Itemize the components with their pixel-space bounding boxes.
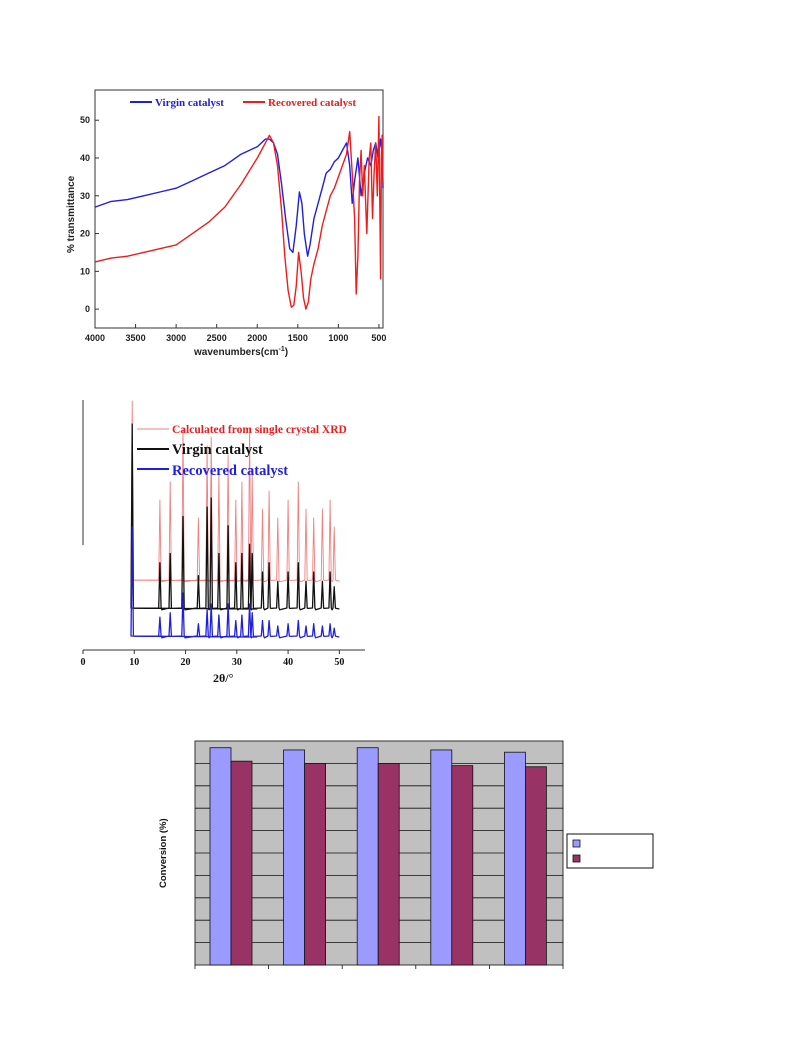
bar-series-1-bar-0	[230, 760, 253, 966]
ir-y-tick-label: 0	[85, 304, 90, 314]
ir-x-axis-label: wavenumbers(cm-1)	[193, 346, 288, 358]
ir-y-tick-label: 30	[80, 191, 90, 201]
ir-plot-frame	[94, 89, 384, 329]
ir-spectrum-chart: 4000 3500 3000 2500 2000 1500 1000 500 0 10 20 30 40…	[66, 89, 386, 358]
xrd-x-tick-label: 10	[129, 657, 139, 668]
ir-series-line-1	[94, 115, 384, 310]
xrd-series-line-0	[130, 400, 340, 583]
bar-legend-box	[566, 833, 654, 869]
ir-spectrum-panel: 4000 3500 3000 2500 2000 1500 1000 500 0 10 20 30 40…	[60, 85, 390, 365]
bar-series-0-bar-4	[503, 751, 526, 966]
ir-legend-label-recovered: Recovered catalyst	[268, 97, 356, 109]
ir-x-tick-label: 1000	[328, 333, 348, 343]
xrd-x-tick-label: 0	[81, 657, 86, 668]
bar-series-1-bar-2	[377, 763, 400, 966]
xrd-legend-label-calculated: Calculated from single crystal XRD	[172, 424, 347, 436]
xrd-x-tick-label: 40	[283, 657, 293, 668]
xrd-series-line-2	[130, 526, 340, 639]
ir-x-axis-label-close: )	[285, 347, 288, 358]
ir-x-tick-label: 2000	[247, 333, 267, 343]
ir-legend-label-virgin: Virgin catalyst	[155, 97, 224, 109]
bar-y-axis-label: Conversion (%)	[158, 818, 169, 888]
ir-x-tick-label: 500	[371, 333, 386, 343]
ir-x-tick-label: 4000	[85, 333, 105, 343]
ir-x-tick-label: 3500	[126, 333, 146, 343]
bar-legend-swatch-a	[572, 839, 581, 848]
bar-series-0-bar-3	[430, 749, 453, 966]
ir-x-axis-label-main: wavenumbers(cm	[193, 347, 279, 358]
xrd-panel: 0 10 20 30 40 50 Calculated from single cryst…	[75, 395, 375, 690]
xrd-series-line-1	[130, 423, 340, 611]
ir-x-tick-label: 2500	[207, 333, 227, 343]
xrd-x-tick-label: 20	[181, 657, 191, 668]
ir-y-tick-label: 10	[80, 266, 90, 276]
xrd-pattern-chart: 0 10 20 30 40 50 Calculated from single cryst…	[81, 400, 365, 685]
ir-x-axis-label-sup: -1	[278, 346, 284, 353]
bar-legend-swatch-b	[572, 854, 581, 863]
xrd-legend-label-recovered: Recovered catalyst	[172, 463, 288, 479]
bar-series-0-bar-0	[209, 747, 232, 966]
bar-series-0-bar-1	[283, 749, 306, 966]
ir-x-tick-label: 1500	[288, 333, 308, 343]
ir-x-tick-label: 3000	[166, 333, 186, 343]
ir-y-tick-label: 40	[80, 153, 90, 163]
conversion-bar-chart: Conversion (%)	[158, 740, 654, 969]
xrd-x-tick-label: 50	[334, 657, 344, 668]
xrd-legend-label-virgin: Virgin catalyst	[172, 442, 263, 458]
xrd-x-axis-label: 2θ/°	[213, 671, 234, 685]
bar-legend	[566, 833, 654, 869]
conversion-panel: Conversion (%)	[150, 730, 670, 980]
bar-series-1-bar-4	[524, 766, 547, 966]
ir-series-line-0	[94, 138, 384, 257]
ir-y-tick-label: 20	[80, 229, 90, 239]
bar-series-0-bar-2	[356, 747, 379, 966]
bar-series-1-bar-3	[451, 765, 474, 966]
xrd-x-tick-label: 30	[232, 657, 242, 668]
ir-y-tick-label: 50	[80, 115, 90, 125]
ir-y-axis-label: % transmittance	[66, 175, 77, 253]
bar-series-1-bar-1	[304, 763, 327, 966]
